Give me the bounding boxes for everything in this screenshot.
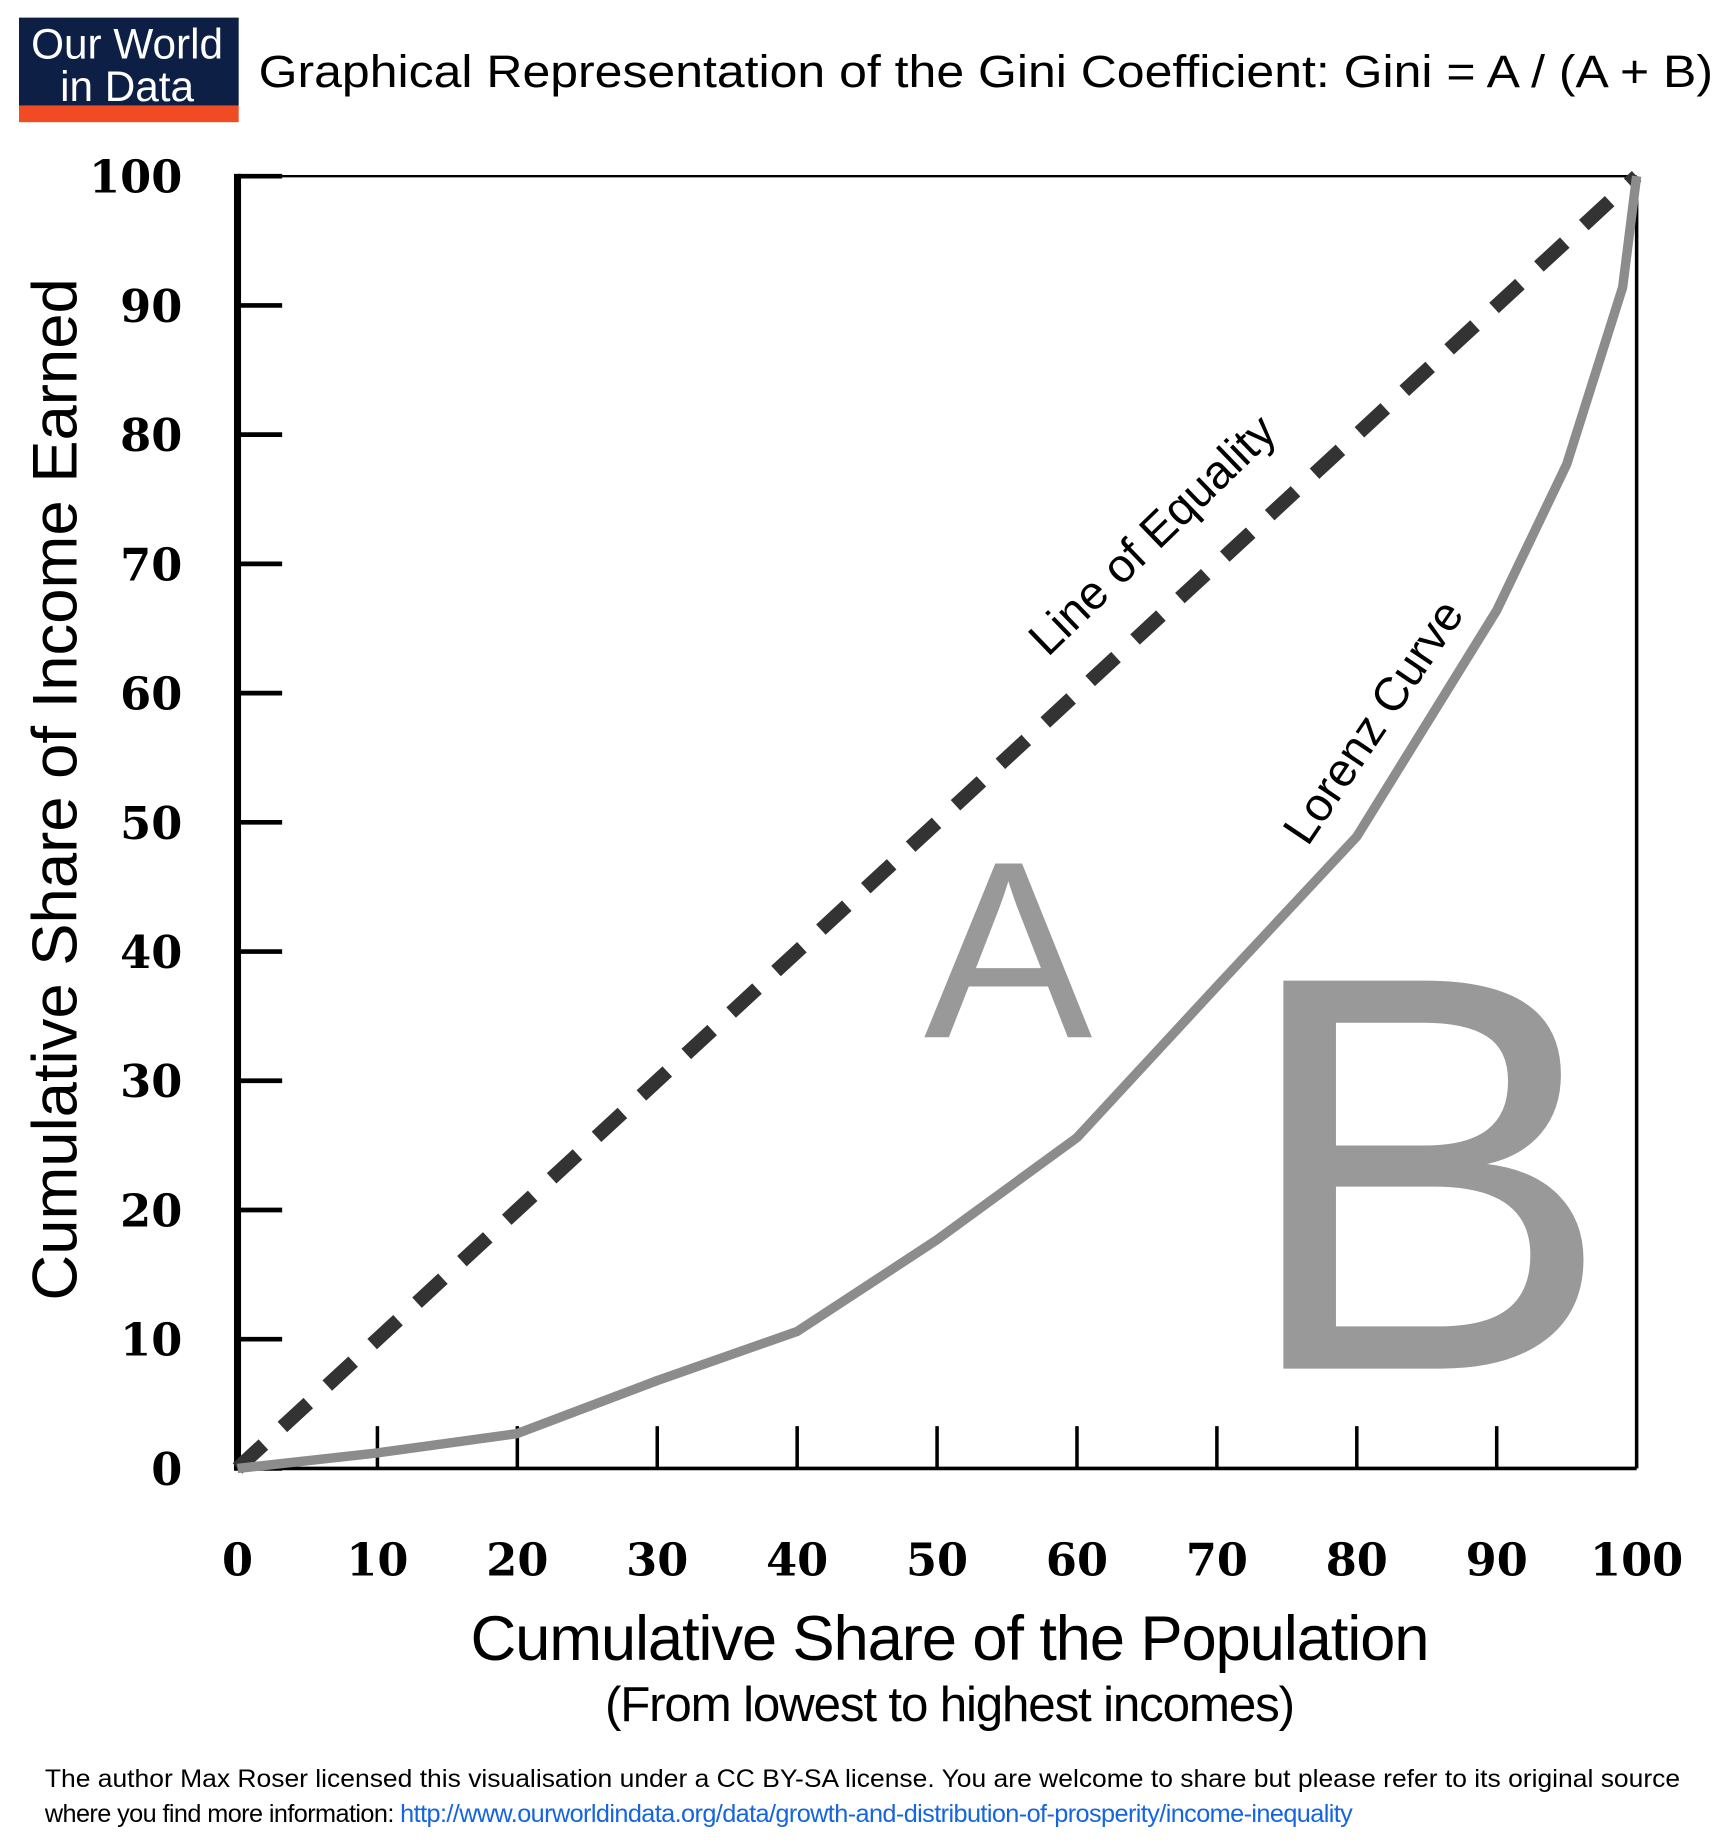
footer-line2: where you find more information: http://… [44,1800,1353,1828]
x-tick-label: 90 [1466,1533,1528,1586]
y-axis-label: Cumulative Share of Income Earned [21,278,91,1300]
region-a-label: A [924,808,1092,1091]
y-tick-label: 90 [120,280,182,333]
logo-stripe [19,105,239,123]
y-tick-label: 70 [120,538,182,591]
y-tick-label: 40 [120,926,182,979]
plot-area: 0 10 20 30 40 50 60 70 80 90 100 0 10 20 30 40 50 60 70 80 9… [89,151,1683,1587]
logo-line1: Our World [31,21,223,68]
x-tick-label: 100 [1590,1533,1683,1586]
x-tick-label: 30 [626,1533,688,1586]
y-tick-label: 20 [120,1184,182,1237]
y-tick-label: 50 [120,797,182,850]
y-tick-label: 80 [120,409,182,462]
lorenz-curve [236,175,1642,1474]
y-tick-label: 0 [151,1443,182,1496]
logo-background [19,17,239,106]
x-tick-label: 40 [766,1533,828,1586]
x-tick-label: 20 [486,1533,548,1586]
footer-line1: The author Max Roser licensed this visua… [45,1765,1680,1793]
logo-line2: in Data [60,63,194,110]
x-tick-label: 50 [906,1533,968,1586]
x-tick-label: 80 [1326,1533,1388,1586]
x-tick-label: 70 [1186,1533,1248,1586]
x-tick-label: 0 [222,1533,253,1586]
y-tick-label: 30 [120,1055,182,1108]
x-tick-label: 10 [346,1533,408,1586]
y-tick-label: 60 [120,668,182,721]
source-link[interactable]: http://www.ourworldindata.org/data/growt… [400,1800,1354,1828]
footer-prefix: where you find more information: [44,1800,400,1828]
x-axis-sublabel: (From lowest to highest incomes) [605,1677,1294,1732]
y-tick-label: 10 [120,1314,182,1367]
logo[interactable]: Our World in Data [19,17,239,123]
x-tick-label: 60 [1046,1533,1108,1586]
region-b-label: B [1237,860,1613,1489]
y-tick-label: 100 [89,151,182,204]
chart-title: Graphical Representation of the Gini Coe… [259,46,1713,97]
x-axis-label: Cumulative Share of the Population [471,1604,1429,1674]
line-of-equality [232,171,1642,1474]
